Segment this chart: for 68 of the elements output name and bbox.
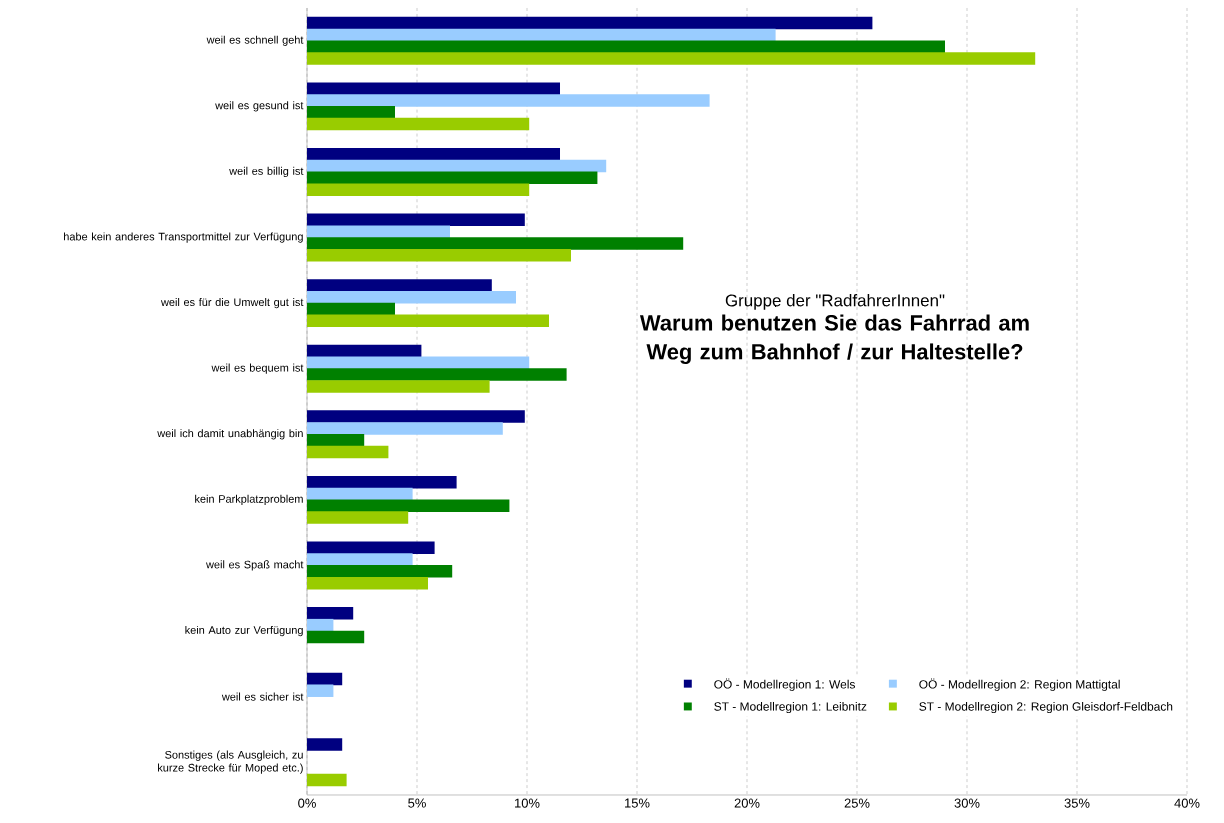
bar — [307, 380, 490, 393]
x-tick-label: 10% — [515, 798, 540, 808]
bar — [307, 279, 492, 292]
legend-label: OÖ - Modellregion 2: Region Mattigtal — [919, 678, 1120, 691]
y-tick-label: weil es für die Umwelt gut ist — [160, 298, 304, 309]
bar — [307, 684, 334, 697]
legend-label: ST - Modellregion 2: Region Gleisdorf-Feldbach — [919, 701, 1173, 714]
x-tick-label: 0% — [298, 798, 316, 808]
bar — [307, 499, 510, 513]
bar — [307, 237, 684, 250]
bar — [307, 368, 567, 381]
y-tick-label: weil es billig ist — [229, 166, 304, 178]
bar — [307, 213, 525, 227]
y-tick-label: weil es gesund ist — [215, 101, 304, 112]
bar — [307, 738, 343, 751]
bar — [307, 541, 435, 554]
bar — [307, 248, 572, 262]
y-tick-label: weil ich damit unabhängig bin — [157, 429, 303, 440]
x-tick-label: 5% — [408, 798, 426, 808]
x-tick-label: 30% — [954, 798, 980, 808]
y-tick-label: weil es bequem ist — [211, 363, 304, 374]
bar — [307, 52, 1036, 65]
x-tick-label: 25% — [844, 798, 870, 808]
bar — [307, 487, 413, 501]
y-tick-label: habe kein anderes Transportmittel zur Verfügung — [64, 232, 303, 243]
bar — [307, 433, 365, 447]
bar — [307, 117, 530, 131]
y-tick-label: weil es Spaß macht — [206, 560, 304, 571]
legend-label: OÖ - Modellregion 1: Wels — [714, 678, 855, 691]
bar — [307, 511, 409, 524]
bar — [307, 16, 873, 30]
bar — [307, 410, 525, 423]
bar — [307, 290, 517, 304]
bar — [307, 171, 598, 185]
bar — [307, 82, 561, 95]
x-tick-label: 15% — [625, 798, 650, 808]
bar — [307, 159, 607, 173]
y-tick-label: weil es sicher ist — [221, 692, 304, 701]
y-tick-label: kein Auto zur Verfügung — [185, 625, 303, 637]
x-tick-label: 35% — [1064, 798, 1090, 808]
bar — [307, 40, 946, 53]
x-tick-label: 20% — [734, 798, 760, 808]
bar — [307, 302, 396, 316]
bar — [307, 618, 334, 632]
text: Warum benutzen Sie das Fahrrad am Weg zum Bahnhof / zur Haltestelle? — [639, 314, 1029, 364]
bar — [307, 773, 347, 787]
bar — [307, 314, 550, 328]
y-tick-label: weil es schnell geht — [206, 35, 304, 46]
bar — [307, 344, 422, 358]
bar — [307, 225, 451, 238]
y-tick-label: Sonstiges (als Ausgleich, zu kurze Strecke für Moped etc.) — [158, 750, 303, 774]
legend-label: ST - Modellregion 1: Leibnitz — [714, 701, 867, 714]
bar — [307, 630, 365, 644]
bar — [307, 576, 429, 590]
bar — [307, 422, 503, 435]
bar — [307, 148, 561, 161]
bar — [307, 553, 413, 566]
bar — [307, 607, 354, 620]
y-tick-label: kein Parkplatzproblem — [195, 494, 303, 505]
bar — [307, 445, 389, 459]
bar — [307, 565, 453, 578]
bar — [307, 106, 396, 119]
text: Gruppe der "RadfahrerInnen" — [725, 294, 945, 310]
bar — [307, 94, 710, 107]
x-tick-label: 40% — [1174, 798, 1200, 808]
bar — [307, 672, 343, 686]
bar — [307, 475, 457, 489]
bar — [307, 183, 530, 196]
